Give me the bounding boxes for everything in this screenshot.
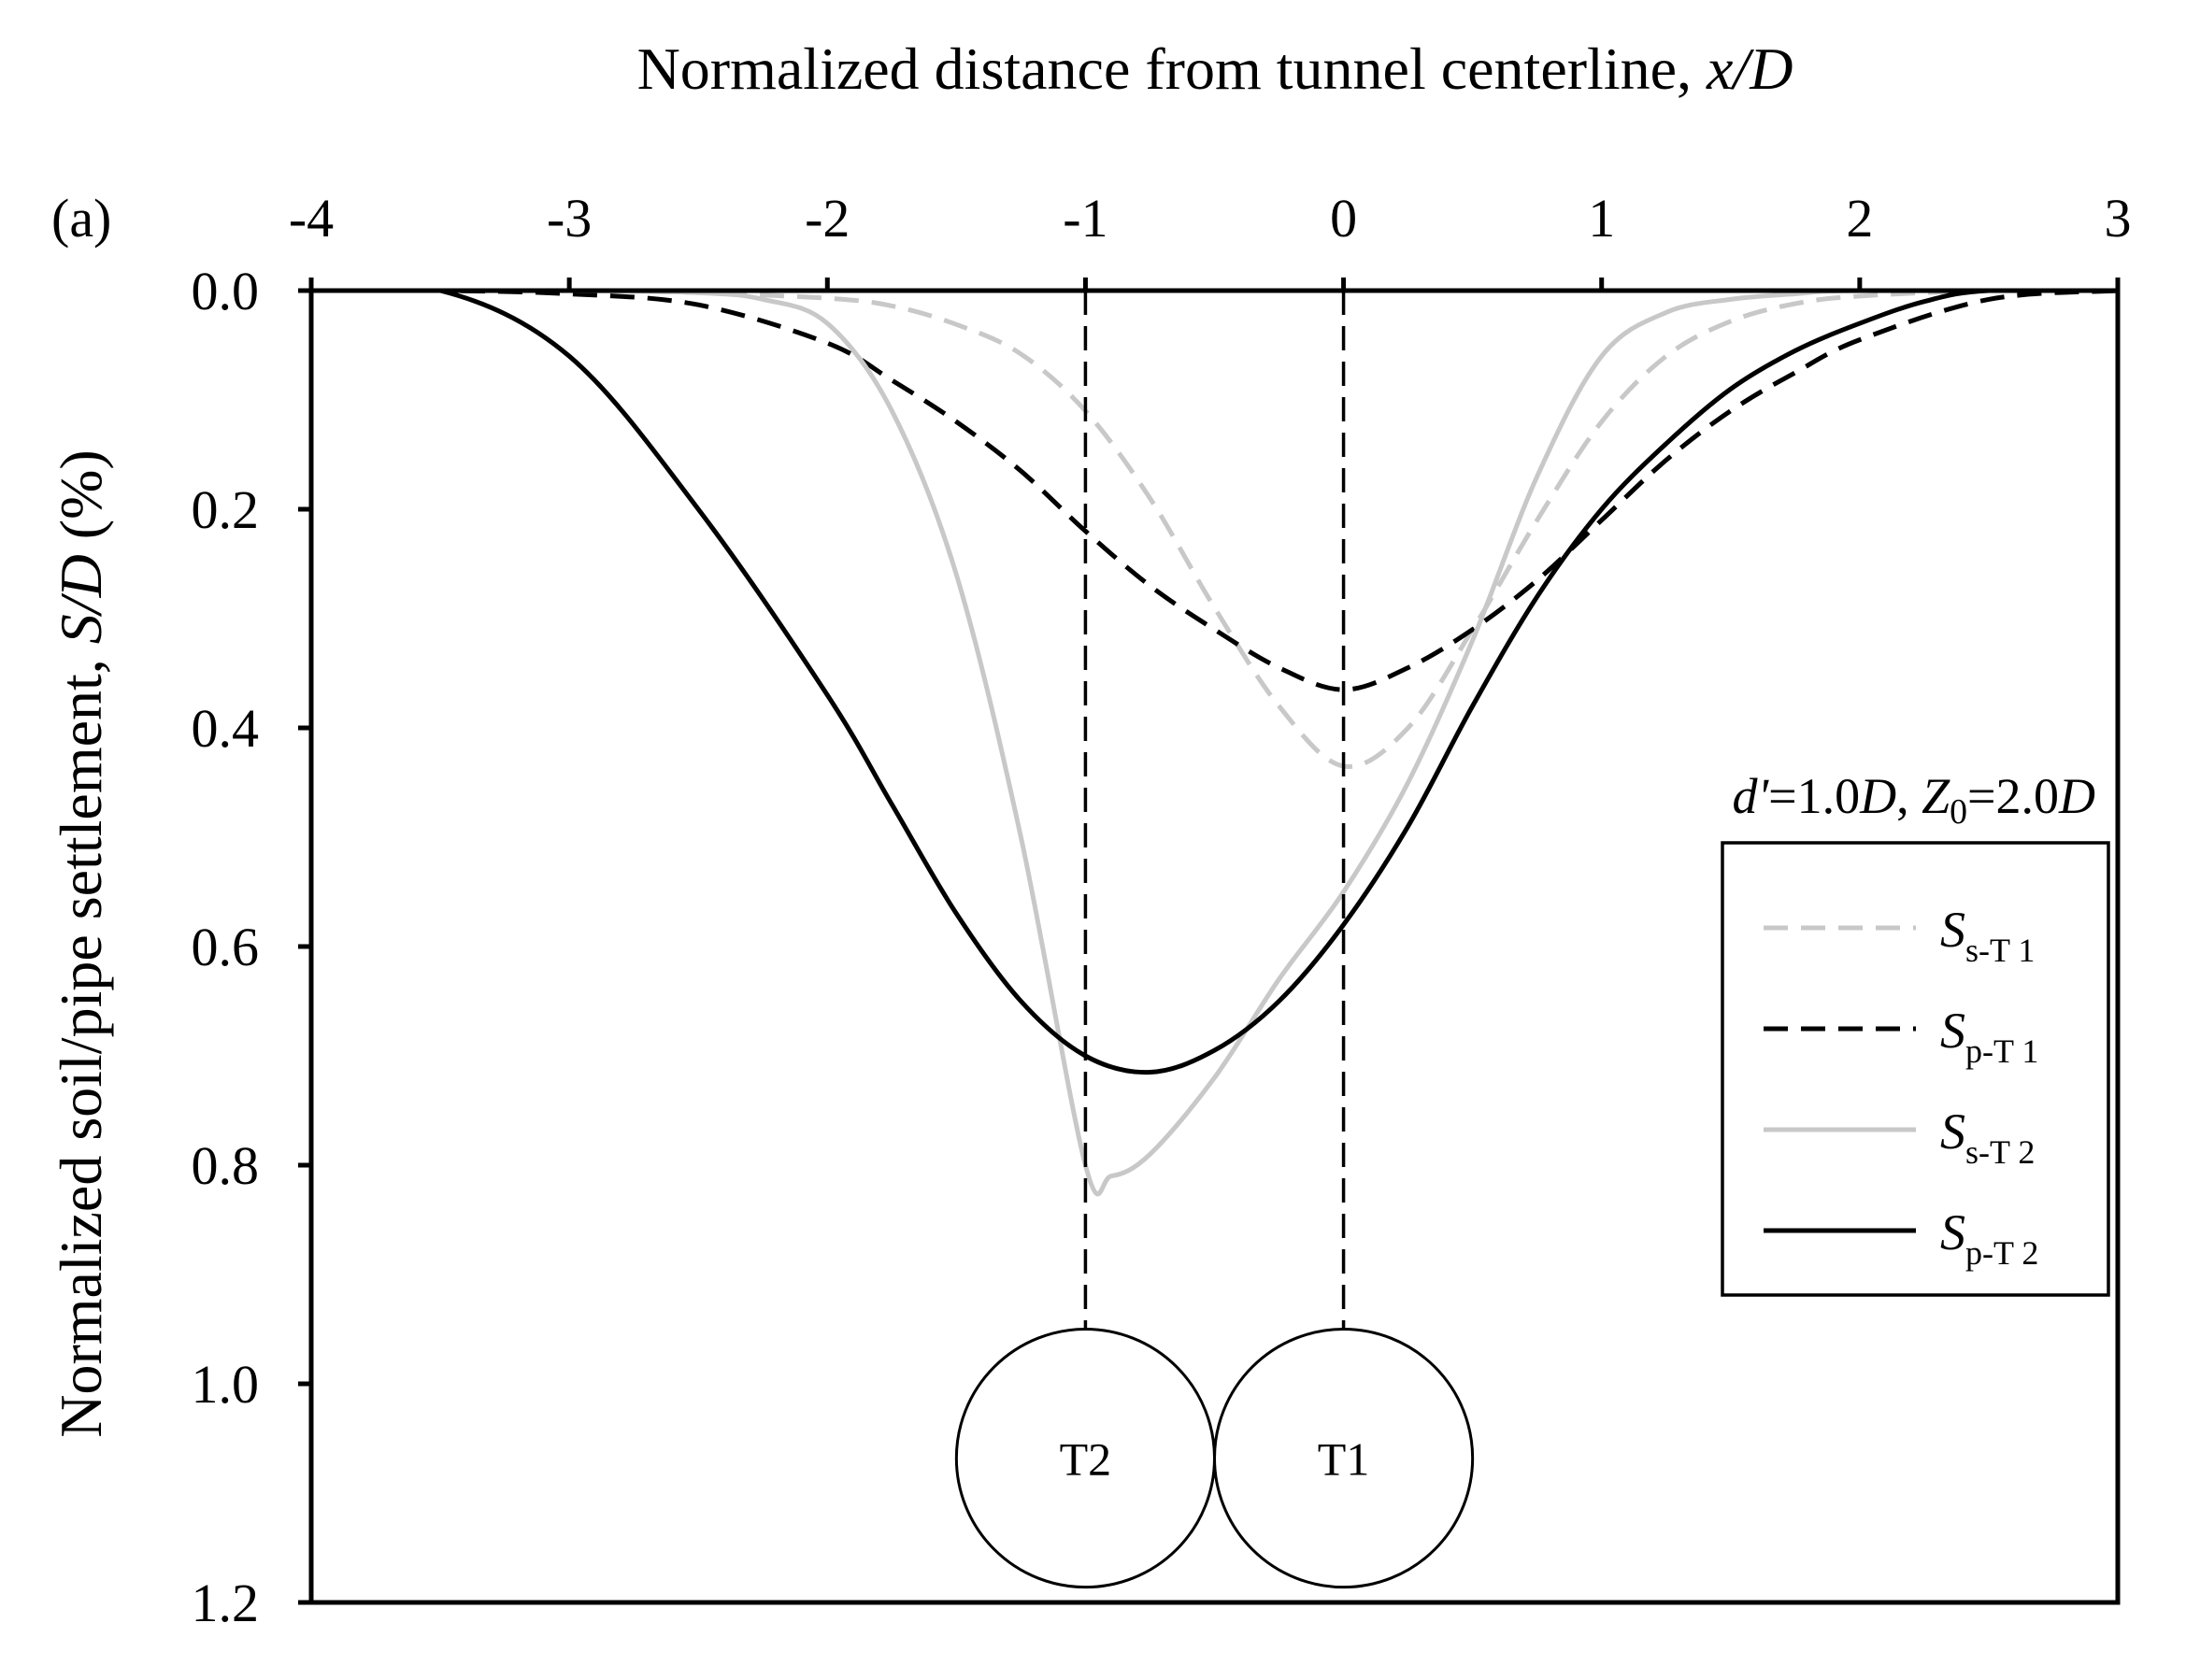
y-axis-title: Normalized soil/pipe settlement, S/D (%) [48, 449, 114, 1438]
text-part: , [1896, 768, 1922, 824]
x-tick-label: 1 [1588, 188, 1615, 249]
legend-label-subscript: p-T 2 [1965, 1234, 2038, 1272]
x-axis-title: Normalized distance from tunnel centerli… [637, 36, 1793, 102]
parameter-annotation: d'=1.0D, Z0=2.0D [1733, 768, 2095, 832]
legend-label-base: S [1940, 1003, 1965, 1059]
legend-label-ss-t1: Ss-T 1 [1940, 902, 2035, 969]
text-part: Normalized soil/pipe settlement, [48, 644, 114, 1438]
axis-ticks [298, 278, 2121, 1605]
tunnel-label-t2: T2 [1060, 1433, 1112, 1486]
x-tick-label: -4 [289, 188, 334, 249]
y-tick-label: 0.6 [192, 917, 260, 977]
y-tick-label: 0.4 [192, 698, 260, 759]
legend-label-base: S [1940, 902, 1965, 958]
series-line-sp-t2 [311, 288, 2118, 1075]
legend-label-base: S [1940, 1204, 1965, 1260]
text-part: =2.0 [1967, 768, 2059, 824]
text-part: (%) [48, 449, 114, 554]
panel-label: (a) [51, 188, 111, 249]
text-part: Z [1922, 768, 1950, 824]
legend-label-ss-t2: Ss-T 2 [1940, 1103, 2035, 1171]
text-part: 0 [1950, 792, 1967, 832]
x-tick-label: -1 [1063, 188, 1107, 249]
text-part: S/D [48, 554, 114, 644]
axis-text: -4 -3 -2 -1 0 1 2 3 0.0 0.2 0.4 0.6 0.8 1.0 1.2 (a) Norm… [48, 36, 2132, 1633]
text-part: D [1859, 768, 1896, 824]
y-tick-label: 1.0 [192, 1354, 260, 1415]
text-part: x/D [1706, 36, 1793, 102]
series-line-ss-t2 [311, 288, 2118, 1197]
legend-label-subscript: s-T 1 [1965, 932, 2035, 969]
y-tick-label: 0.2 [192, 479, 260, 540]
legend-label-sp-t1: Sp-T 1 [1940, 1003, 2038, 1070]
text-part: =1.0 [1768, 768, 1860, 824]
text-part: Normalized distance from tunnel centerli… [637, 36, 1707, 102]
x-tick-label: -2 [805, 188, 850, 249]
legend-label-sp-t2: Sp-T 2 [1940, 1204, 2038, 1272]
text-part: d' [1733, 768, 1770, 824]
legend-box [1721, 841, 2110, 1297]
text-part: D [2058, 768, 2095, 824]
tunnel-label-t1: T1 [1318, 1433, 1370, 1486]
x-tick-label: 2 [1846, 188, 1873, 249]
y-tick-label: 1.2 [192, 1573, 260, 1633]
legend-label-subscript: p-T 1 [1965, 1032, 2038, 1070]
tunnel-markers: T2 T1 [954, 291, 1475, 1589]
y-tick-label: 0.0 [192, 261, 260, 321]
x-tick-label: 3 [2105, 188, 2132, 249]
legend-label-subscript: s-T 2 [1965, 1133, 2035, 1171]
legend: Ss-T 1Sp-T 1Ss-T 2Sp-T 2 [1721, 841, 2110, 1297]
x-tick-label: 0 [1330, 188, 1357, 249]
legend-label-base: S [1940, 1103, 1965, 1160]
x-tick-label: -3 [547, 188, 592, 249]
y-tick-label: 0.8 [192, 1135, 260, 1196]
series-lines [311, 288, 2119, 1197]
series-line-ss-t1 [311, 288, 2118, 769]
tunnel-t1 [1213, 1328, 1475, 1589]
series-line-sp-t1 [311, 288, 2119, 692]
